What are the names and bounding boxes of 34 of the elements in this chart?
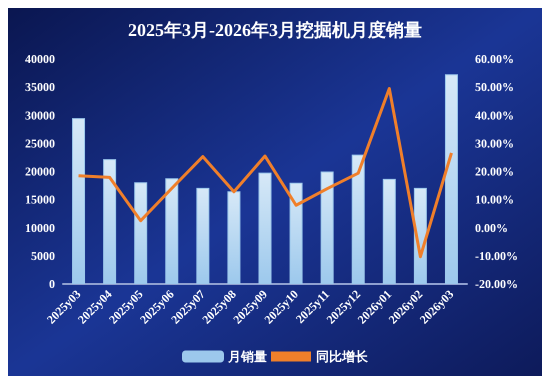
bar: [134, 182, 148, 284]
bar: [72, 118, 86, 284]
bar: [290, 182, 303, 284]
bar: [103, 159, 116, 284]
bar: [258, 172, 272, 284]
legend-label: 月销量: [227, 349, 267, 364]
bar: [196, 188, 210, 284]
y2-tick-label: -10.00%: [475, 248, 518, 263]
y-tick-label: 25000: [25, 136, 55, 150]
y2-tick-label: 50.00%: [475, 80, 514, 94]
y2-tick-label: 10.00%: [475, 192, 514, 207]
bar: [352, 154, 365, 284]
y2-tick-label: 60.00%: [475, 52, 514, 66]
y2-tick-label: 40.00%: [475, 108, 514, 122]
y-tick-label: 5000: [31, 248, 55, 263]
y2-tick-label: 30.00%: [475, 136, 514, 150]
y-tick-label: 40000: [25, 52, 55, 66]
bar: [320, 172, 334, 284]
bar: [227, 191, 240, 284]
chart-title: 2025年3月-2026年3月挖掘机月度销量: [128, 20, 422, 40]
y-tick-label: 35000: [25, 80, 55, 94]
y-tick-label: 0: [49, 277, 55, 291]
legend-label: 同比增长: [316, 349, 369, 364]
bar: [444, 74, 458, 284]
y-tick-label: 20000: [25, 164, 55, 178]
line-series: [77, 87, 453, 258]
y2-tick-label: 20.00%: [475, 164, 514, 178]
y-tick-label: 30000: [25, 108, 55, 122]
y-tick-label: 15000: [25, 192, 55, 207]
y2-tick-label: 0.00%: [475, 220, 508, 235]
bar: [382, 178, 396, 284]
bar: [165, 178, 178, 284]
y-tick-label: 10000: [25, 220, 55, 235]
y2-tick-label: -20.00%: [475, 277, 518, 291]
